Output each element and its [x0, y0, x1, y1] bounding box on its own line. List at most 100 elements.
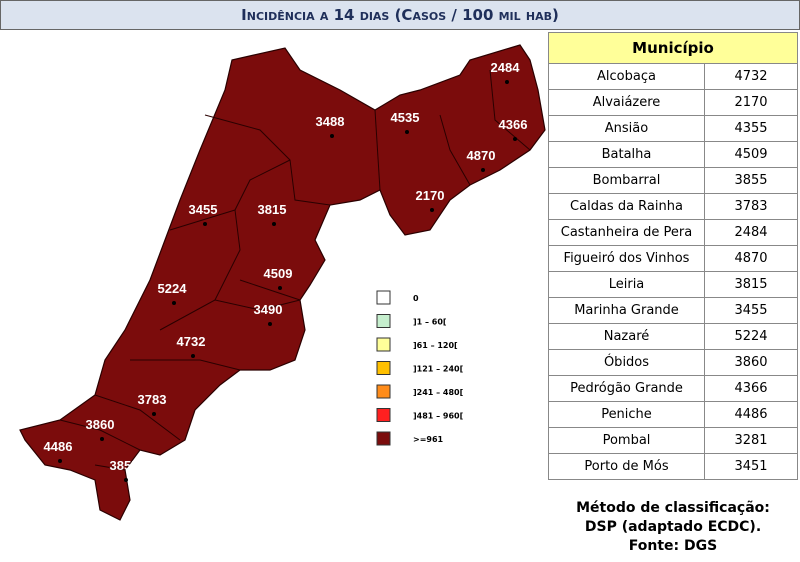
- table-row: Pedrógão Grande 4366: [548, 375, 798, 402]
- legend-swatch: [376, 384, 391, 399]
- footer-line: Fonte: DGS: [628, 538, 718, 554]
- map-label: 3490: [254, 302, 283, 317]
- table-row: Caldas da Rainha 3783: [548, 193, 798, 220]
- table-row: Marinha Grande 3455: [548, 297, 798, 324]
- legend-swatch: [376, 290, 391, 305]
- map-dot: [124, 478, 128, 482]
- legend-label: 0: [413, 294, 419, 303]
- municipality: Alcobaça: [548, 63, 705, 90]
- map-dot: [268, 322, 272, 326]
- municipality: Porto de Mós: [548, 453, 705, 480]
- region: [19, 44, 546, 521]
- municipality: Óbidos: [548, 349, 705, 376]
- incidence: 3860: [704, 349, 798, 376]
- table-row: Alcobaça 4732: [548, 63, 798, 90]
- incidence: 2170: [704, 89, 798, 116]
- table-row: Figueiró dos Vinhos 4870: [548, 245, 798, 272]
- map-dot: [58, 459, 62, 463]
- municipality: Figueiró dos Vinhos: [548, 245, 705, 272]
- map-dot: [405, 130, 409, 134]
- map-label: 2484: [491, 60, 521, 75]
- municipality: Alvaiázere: [548, 89, 705, 116]
- incidence: 3783: [704, 193, 798, 220]
- legend-swatch: [376, 361, 391, 375]
- map-dot: [278, 286, 282, 290]
- map-label: 4509: [264, 266, 293, 281]
- table-row: Peniche 4486: [548, 401, 798, 428]
- table-row: Castanheira de Pera 2484: [548, 219, 798, 246]
- map-dot: [481, 168, 485, 172]
- table-row: Pombal 3281: [548, 427, 798, 454]
- table-row: Óbidos 3860: [548, 349, 798, 376]
- legend-label: ]121 – 240[: [413, 365, 464, 374]
- map-dot: [272, 222, 276, 226]
- map-dot: [203, 222, 207, 226]
- map-label: 4732: [177, 334, 206, 349]
- municipality: Peniche: [548, 401, 705, 428]
- legend-label: >=961: [413, 435, 444, 444]
- table: Município Alcobaça 4732 Alvaiázere 2170 Ansiã…: [548, 32, 798, 480]
- municipality: Pedrógão Grande: [548, 375, 705, 402]
- map: 2484 3488 4535 4366 4870 2170 3455 3815 4509 5224…: [19, 44, 546, 521]
- incidence: 3855: [704, 167, 798, 194]
- borders: [59, 69, 531, 471]
- municipality: Leiria: [548, 271, 705, 298]
- map-label: 3855: [110, 458, 139, 473]
- map-label: 3815: [258, 202, 287, 217]
- table-row: Batalha 4509: [548, 141, 798, 168]
- legend-swatch: [376, 408, 391, 422]
- incidence: 2484: [704, 219, 798, 246]
- map-label: 3783: [138, 392, 167, 407]
- incidence: 4870: [704, 245, 798, 272]
- incidence: 5224: [704, 323, 798, 350]
- municipality: Marinha Grande: [548, 297, 705, 324]
- incidence: 3815: [704, 271, 798, 298]
- map-dot: [152, 412, 156, 416]
- table-row: Nazaré 5224: [548, 323, 798, 350]
- table-row: Bombarral 3855: [548, 167, 798, 194]
- incidence: 4486: [704, 401, 798, 428]
- table-row: Porto de Mós 3451: [548, 453, 798, 480]
- map-dot: [172, 301, 176, 305]
- table-row: Alvaiázere 2170: [548, 89, 798, 116]
- incidence: 4366: [704, 375, 798, 402]
- incidence: 3455: [704, 297, 798, 324]
- incidence: 4732: [704, 63, 798, 90]
- map-label: 4535: [391, 110, 420, 125]
- table-header: Município: [548, 32, 798, 64]
- incidence: 4355: [704, 115, 798, 142]
- table-row: Ansião 4355: [548, 115, 798, 142]
- legend-label: ]61 – 120[: [413, 341, 458, 350]
- map-label: 3488: [316, 114, 345, 129]
- legend-swatch: [376, 431, 391, 446]
- legend-swatch: [376, 314, 391, 328]
- map-dot: [513, 137, 517, 141]
- map-label: 4870: [467, 148, 496, 163]
- municipality: Bombarral: [548, 167, 705, 194]
- municipality: Pombal: [548, 427, 705, 454]
- municipality: Ansião: [548, 115, 705, 142]
- incidence: 4509: [704, 141, 798, 168]
- map-label: 2170: [416, 188, 445, 203]
- map-label: 3455: [189, 202, 218, 217]
- incidence: 3281: [704, 427, 798, 454]
- map-dot: [505, 80, 509, 84]
- table-row: Leiria 3815: [548, 271, 798, 298]
- map-label: 4366: [499, 117, 528, 132]
- municipality: Castanheira de Pera: [548, 219, 705, 246]
- map-label: 5224: [158, 281, 188, 296]
- map-dot: [100, 437, 104, 441]
- footer: Método de classificação: DSP (adaptado EC…: [548, 499, 798, 556]
- title: Incidência a 14 dias (Casos / 100 mil ha…: [0, 0, 800, 30]
- map-dot: [330, 134, 334, 138]
- incidence: 3451: [704, 453, 798, 480]
- municipality: Batalha: [548, 141, 705, 168]
- footer-line: Método de classificação:: [576, 500, 770, 516]
- map-label: 3860: [86, 417, 115, 432]
- map-label: 4486: [44, 439, 73, 454]
- legend-label: ]1 – 60[: [413, 318, 447, 327]
- legend-label: ]481 – 960[: [413, 412, 464, 421]
- footer-line: DSP (adaptado ECDC).: [584, 519, 762, 535]
- legend-label: ]241 – 480[: [413, 388, 464, 397]
